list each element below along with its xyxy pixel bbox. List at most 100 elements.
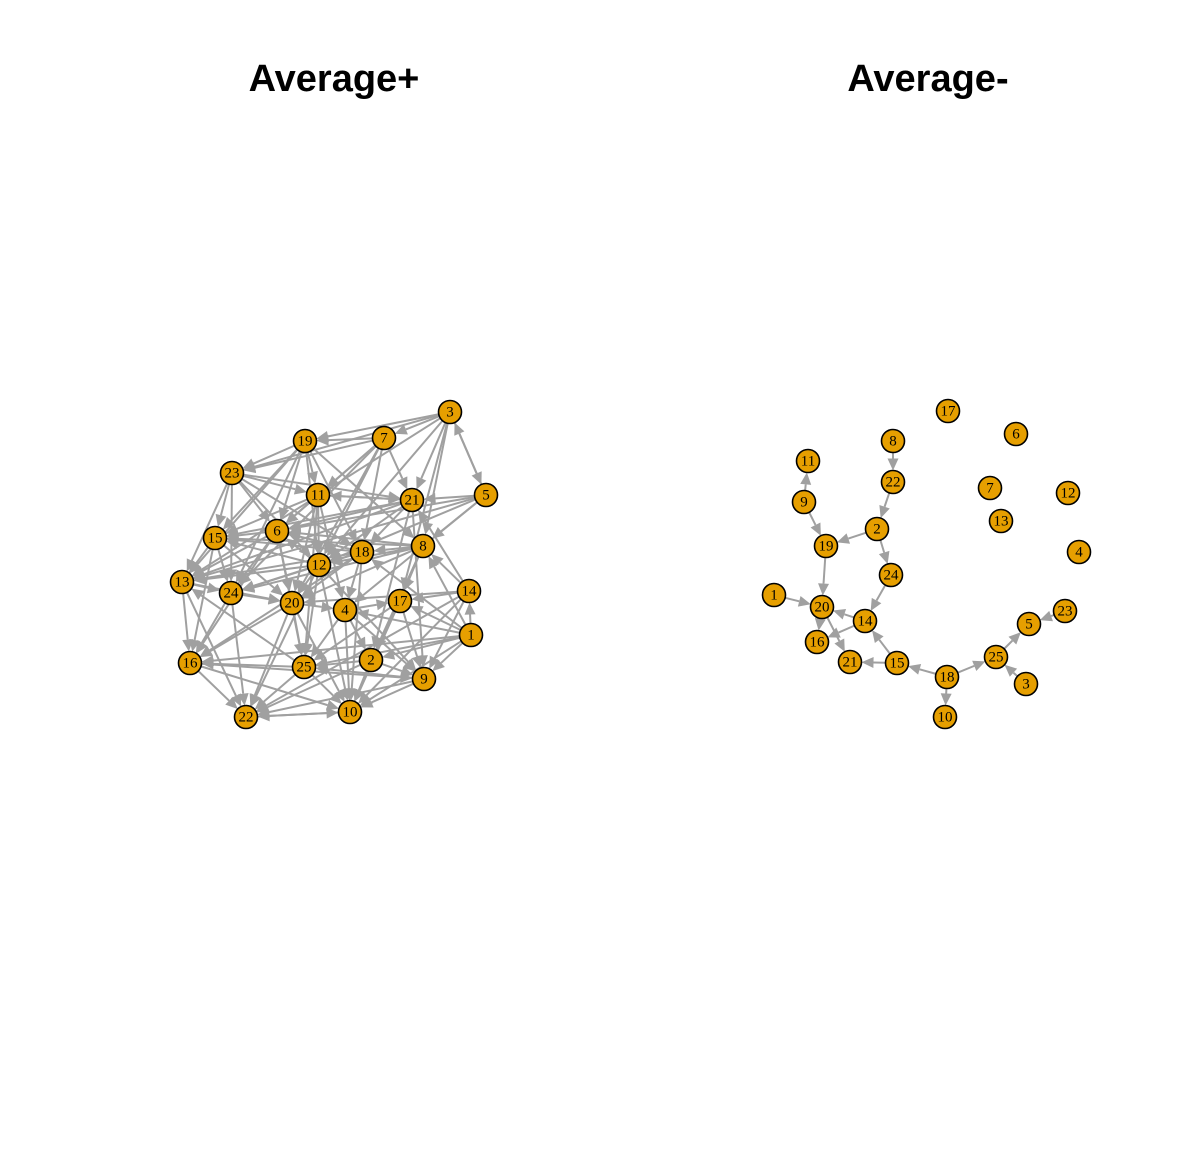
node-21: 21	[401, 489, 424, 512]
node-18: 18	[351, 541, 374, 564]
node-9: 9	[413, 668, 436, 691]
node-label: 21	[405, 493, 420, 509]
node-label: 24	[224, 586, 240, 602]
node-label: 16	[183, 656, 199, 672]
node-label: 25	[989, 650, 1004, 666]
node-label: 15	[890, 656, 905, 672]
node-13: 13	[990, 510, 1013, 533]
node-label: 1	[770, 588, 778, 604]
node-14: 14	[854, 610, 877, 633]
edge-19-to-20	[818, 557, 829, 595]
node-8: 8	[412, 535, 435, 558]
edge-18-to-4	[346, 563, 358, 599]
node-label: 11	[801, 454, 815, 470]
node-label: 25	[297, 660, 312, 676]
node-17: 17	[389, 590, 412, 613]
node-25: 25	[293, 656, 316, 679]
node-16: 16	[179, 652, 202, 675]
node-17: 17	[937, 400, 960, 423]
node-label: 21	[843, 655, 858, 671]
node-label: 23	[225, 466, 240, 482]
node-label: 14	[462, 584, 478, 600]
edge-3-to-25	[1005, 665, 1018, 677]
node-15: 15	[204, 527, 227, 550]
node-label: 19	[298, 434, 313, 450]
node-11: 11	[797, 450, 820, 473]
node-18: 18	[936, 666, 959, 689]
edge-20-to-22	[250, 614, 288, 707]
node-14: 14	[458, 580, 481, 603]
edge-18-to-25	[958, 661, 986, 673]
node-label: 7	[986, 481, 994, 497]
node-label: 7	[380, 431, 388, 447]
node-23: 23	[221, 462, 244, 485]
node-label: 12	[312, 558, 327, 574]
node-label: 6	[1012, 427, 1020, 443]
node-label: 20	[285, 596, 300, 612]
node-label: 2	[873, 522, 881, 538]
edge-20-to-16	[200, 609, 282, 657]
node-4: 4	[1068, 541, 1091, 564]
node-label: 22	[886, 475, 901, 491]
node-label: 18	[940, 670, 955, 686]
edge-2-to-24	[879, 540, 890, 564]
edge-1-to-14	[465, 602, 476, 623]
edge-2-to-19	[837, 533, 866, 544]
node-10: 10	[934, 706, 957, 729]
node-label: 22	[239, 710, 254, 726]
node-label: 14	[858, 614, 874, 630]
node-label: 2	[367, 653, 375, 669]
edge-15-to-14	[872, 630, 890, 654]
edge-23-to-5	[1040, 611, 1054, 621]
edge-9-to-19	[809, 512, 821, 535]
node-20: 20	[281, 592, 304, 615]
node-label: 17	[393, 594, 409, 610]
node-2: 2	[360, 649, 383, 672]
node-24: 24	[880, 564, 903, 587]
node-label: 5	[482, 488, 490, 504]
node-22: 22	[882, 471, 905, 494]
node-22: 22	[235, 706, 258, 729]
edge-7-to-21	[389, 448, 408, 489]
node-10: 10	[339, 701, 362, 724]
node-label: 4	[341, 603, 349, 619]
node-19: 19	[815, 535, 838, 558]
node-label: 24	[884, 568, 900, 584]
edge-24-to-20	[242, 594, 280, 605]
node-label: 17	[941, 404, 957, 420]
node-label: 5	[1025, 617, 1033, 633]
edge-5-to-3	[454, 423, 481, 485]
edge-20-to-16	[815, 618, 826, 631]
node-label: 3	[1022, 677, 1030, 693]
node-21: 21	[839, 651, 862, 674]
node-15: 15	[886, 652, 909, 675]
node-7: 7	[373, 427, 396, 450]
node-1: 1	[763, 584, 786, 607]
node-label: 8	[889, 434, 897, 450]
node-12: 12	[308, 554, 331, 577]
node-label: 16	[810, 635, 826, 651]
node-label: 20	[815, 600, 830, 616]
node-16: 16	[806, 631, 829, 654]
node-2: 2	[866, 518, 889, 541]
node-label: 10	[938, 710, 953, 726]
node-5: 5	[1018, 613, 1041, 636]
node-8: 8	[882, 430, 905, 453]
node-label: 6	[273, 524, 281, 540]
node-label: 12	[1061, 486, 1076, 502]
node-7: 7	[979, 477, 1002, 500]
node-3: 3	[1015, 673, 1038, 696]
node-label: 4	[1075, 545, 1083, 561]
node-25: 25	[985, 646, 1008, 669]
node-label: 8	[419, 539, 427, 555]
edge-15-to-21	[861, 657, 885, 668]
node-19: 19	[294, 430, 317, 453]
node-23: 23	[1054, 600, 1077, 623]
node-12: 12	[1057, 482, 1080, 505]
edge-1-to-20	[785, 596, 811, 607]
node-label: 10	[343, 705, 358, 721]
node-6: 6	[1005, 423, 1028, 446]
edge-18-to-10	[941, 688, 952, 705]
edge-8-to-22	[888, 453, 899, 471]
